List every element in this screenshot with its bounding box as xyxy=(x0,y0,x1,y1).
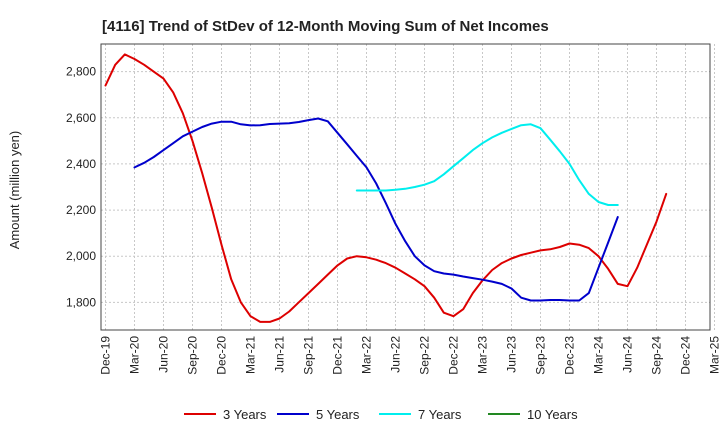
x-tick-label: Jun-23 xyxy=(505,336,519,373)
x-tick-label: Dec-23 xyxy=(563,336,577,375)
x-tick-label: Mar-25 xyxy=(708,336,720,374)
x-tick-label: Mar-20 xyxy=(128,336,142,374)
x-tick-label: Sep-21 xyxy=(302,336,316,375)
x-tick-label: Jun-21 xyxy=(273,336,287,373)
axes: 1,800 2,000 2,200 2,400 2,600 2,800 Dec-19 Mar-… xyxy=(66,65,720,375)
x-tick-label: Dec-22 xyxy=(447,336,461,375)
grid xyxy=(101,44,715,330)
x-tick-label: Sep-20 xyxy=(186,336,200,375)
series-line-7-years xyxy=(355,123,619,206)
legend-label-5-years: 5 Years xyxy=(316,407,360,422)
y-tick-label: 2,800 xyxy=(66,65,96,79)
x-tick-label: Jun-20 xyxy=(157,336,171,373)
y-tick-label: 2,600 xyxy=(66,111,96,125)
legend-label-7-years: 7 Years xyxy=(418,407,462,422)
y-tick-label: 2,200 xyxy=(66,203,96,217)
series-line-5-years xyxy=(133,117,619,302)
legend-label-3-years: 3 Years xyxy=(223,407,267,422)
chart-title: [4116] Trend of StDev of 12-Month Moving… xyxy=(102,18,549,35)
series-line-3-years xyxy=(104,53,668,323)
x-tick-label: Dec-21 xyxy=(331,336,345,375)
legend: 3 Years 5 Years 7 Years 10 Years xyxy=(184,407,578,422)
x-tick-label: Mar-21 xyxy=(244,336,258,374)
y-tick-label: 1,800 xyxy=(66,295,96,309)
y-tick-label: 2,000 xyxy=(66,249,96,263)
y-tick-label: 2,400 xyxy=(66,157,96,171)
x-tick-label: Sep-23 xyxy=(534,336,548,375)
plot-area-border xyxy=(100,43,711,331)
x-tick-label: Sep-22 xyxy=(418,336,432,375)
x-tick-label: Jun-24 xyxy=(621,336,635,373)
x-tick-label: Mar-22 xyxy=(360,336,374,374)
x-tick-label: Mar-24 xyxy=(592,336,606,374)
x-tick-label: Dec-20 xyxy=(215,336,229,375)
x-tick-label: Jun-22 xyxy=(389,336,403,373)
x-tick-label: Mar-23 xyxy=(476,336,490,374)
series-lines xyxy=(104,53,668,323)
x-tick-label: Sep-24 xyxy=(650,336,664,375)
y-axis-title: Amount (million yen) xyxy=(7,131,22,250)
x-tick-label: Dec-19 xyxy=(99,336,113,375)
legend-label-10-years: 10 Years xyxy=(527,407,578,422)
x-tick-label: Dec-24 xyxy=(679,336,693,375)
